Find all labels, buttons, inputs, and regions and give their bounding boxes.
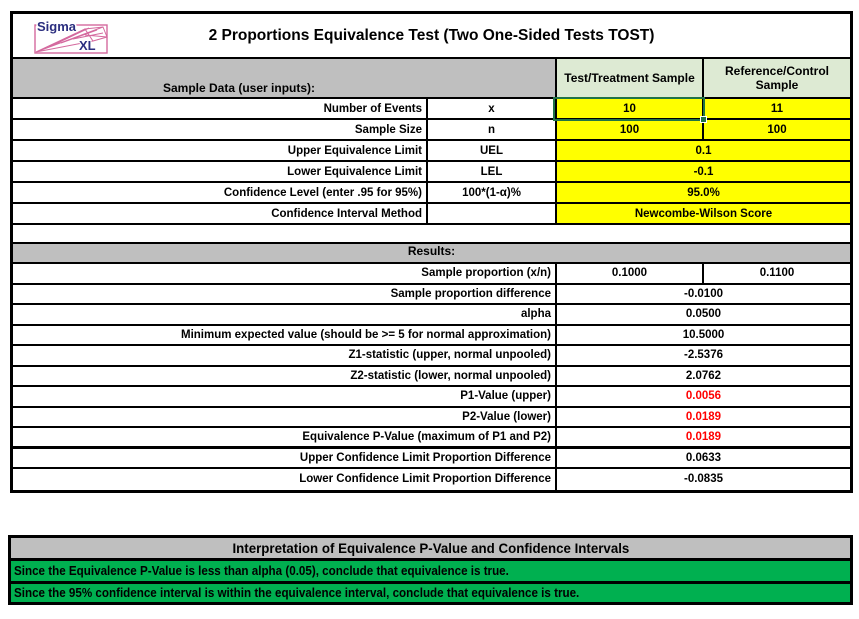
row-symbol: n — [426, 120, 555, 139]
result-row-z1-statistic: Z1-statistic (upper, normal unpooled) -2… — [13, 346, 850, 367]
input-cell-n-reference[interactable]: 100 — [702, 120, 850, 139]
row-label: Z1-statistic (upper, normal unpooled) — [348, 349, 551, 362]
result-row-upper-confidence-limit: Upper Confidence Limit Proportion Differ… — [13, 448, 850, 469]
column-header-reference-sample: Reference/Control Sample — [702, 59, 850, 97]
row-label: alpha — [520, 308, 551, 321]
input-row-lower-equivalence-limit: Lower Equivalence Limit LEL -0.1 — [13, 162, 850, 183]
row-label: Sample Size — [354, 123, 422, 136]
column-header-row: Sample Data (user inputs): Test/Treatmen… — [13, 59, 850, 99]
row-label: Lower Confidence Limit Proportion Differ… — [299, 473, 551, 486]
row-symbol: x — [426, 99, 555, 118]
interpretation-line-p-value: Since the Equivalence P-Value is less th… — [11, 561, 850, 584]
input-cell-n-test[interactable]: 100 — [555, 120, 702, 139]
input-cell-ci-method[interactable]: Newcombe-Wilson Score — [555, 204, 850, 223]
input-row-confidence-interval-method: Confidence Interval Method Newcombe-Wils… — [13, 204, 850, 225]
page-title: 2 Proportions Equivalence Test (Two One-… — [208, 26, 655, 44]
sample-data-header-cell: Sample Data (user inputs): — [13, 59, 555, 97]
input-cell-x-test[interactable]: 10 — [555, 99, 702, 118]
input-row-confidence-level: Confidence Level (enter .95 for 95%) 100… — [13, 183, 850, 204]
column-header-test-sample: Test/Treatment Sample — [555, 59, 702, 97]
result-cell: -0.0100 — [555, 284, 850, 303]
result-row-z2-statistic: Z2-statistic (lower, normal unpooled) 2.… — [13, 366, 850, 387]
row-label: Minimum expected value (should be >= 5 f… — [181, 328, 551, 341]
result-cell-p2: 0.0189 — [555, 407, 850, 426]
row-label: P2-Value (lower) — [462, 410, 551, 423]
result-cell: 10.5000 — [555, 325, 850, 344]
result-cell-equivalence-p: 0.0189 — [555, 428, 850, 446]
input-cell-uel[interactable]: 0.1 — [555, 141, 850, 160]
input-cell-x-reference[interactable]: 11 — [702, 99, 850, 118]
interpretation-header: Interpretation of Equivalence P-Value an… — [11, 538, 850, 561]
row-label: Number of Events — [323, 102, 422, 115]
result-row-proportion-difference: Sample proportion difference -0.0100 — [13, 284, 850, 305]
sigmaxl-logo: Sigma XL — [23, 17, 115, 57]
result-cell: 0.0633 — [555, 448, 850, 467]
result-row-lower-confidence-limit: Lower Confidence Limit Proportion Differ… — [13, 469, 850, 490]
result-row-p1-value: P1-Value (upper) 0.0056 — [13, 387, 850, 408]
row-label: Sample proportion (x/n) — [421, 267, 551, 280]
interpretation-line-confidence-interval: Since the 95% confidence interval is wit… — [11, 584, 850, 602]
results-header-row: Results: — [13, 244, 850, 264]
interpretation-table: Interpretation of Equivalence P-Value an… — [8, 535, 853, 605]
input-row-sample-size: Sample Size n 100 100 — [13, 120, 850, 141]
row-label: Lower Equivalence Limit — [287, 165, 422, 178]
input-cell-confidence-level[interactable]: 95.0% — [555, 183, 850, 202]
result-row-sample-proportion: Sample proportion (x/n) 0.1000 0.1100 — [13, 264, 850, 285]
result-cell: 2.0762 — [555, 366, 850, 385]
result-cell-p1: 0.0056 — [555, 387, 850, 406]
result-row-equivalence-p-value: Equivalence P-Value (maximum of P1 and P… — [13, 428, 850, 449]
row-symbol — [426, 204, 555, 223]
interpretation-line-text: Since the Equivalence P-Value is less th… — [14, 564, 509, 578]
selected-cell-outline[interactable] — [553, 97, 705, 121]
result-row-alpha: alpha 0.0500 — [13, 305, 850, 326]
row-label: Upper Confidence Limit Proportion Differ… — [299, 451, 551, 464]
input-row-upper-equivalence-limit: Upper Equivalence Limit UEL 0.1 — [13, 141, 850, 162]
row-symbol: UEL — [426, 141, 555, 160]
tost-table: Sigma XL 2 Proportions Equivalence Test … — [10, 11, 853, 493]
row-label: Equivalence P-Value (maximum of P1 and P… — [302, 430, 551, 443]
result-cell-proportion-test: 0.1000 — [555, 264, 702, 283]
row-symbol: LEL — [426, 162, 555, 181]
row-label: Confidence Level (enter .95 for 95%) — [223, 186, 422, 199]
logo-text-xl: XL — [79, 38, 96, 53]
result-cell: -2.5376 — [555, 346, 850, 365]
result-cell-proportion-reference: 0.1100 — [702, 264, 850, 283]
input-row-number-of-events: Number of Events x 10 11 — [13, 99, 850, 120]
logo-text-sigma: Sigma — [37, 19, 77, 34]
input-cell-lel[interactable]: -0.1 — [555, 162, 850, 181]
row-label: Z2-statistic (lower, normal unpooled) — [350, 369, 551, 382]
results-header-label: Results: — [407, 244, 456, 258]
result-row-p2-value: P2-Value (lower) 0.0189 — [13, 407, 850, 428]
interpretation-header-label: Interpretation of Equivalence P-Value an… — [232, 540, 629, 556]
title-row: Sigma XL 2 Proportions Equivalence Test … — [13, 14, 850, 59]
sample-data-header-label: Sample Data (user inputs): — [162, 81, 316, 95]
interpretation-line-text: Since the 95% confidence interval is wit… — [14, 586, 580, 600]
row-label: Confidence Interval Method — [271, 207, 422, 220]
row-label: Sample proportion difference — [390, 287, 551, 300]
row-symbol: 100*(1-α)% — [426, 183, 555, 202]
result-cell: 0.0500 — [555, 305, 850, 324]
spacer-row — [13, 225, 850, 244]
result-row-minimum-expected-value: Minimum expected value (should be >= 5 f… — [13, 325, 850, 346]
fill-handle[interactable] — [700, 116, 707, 123]
row-label: P1-Value (upper) — [460, 390, 551, 403]
row-label: Upper Equivalence Limit — [287, 144, 422, 157]
result-cell: -0.0835 — [555, 469, 850, 490]
